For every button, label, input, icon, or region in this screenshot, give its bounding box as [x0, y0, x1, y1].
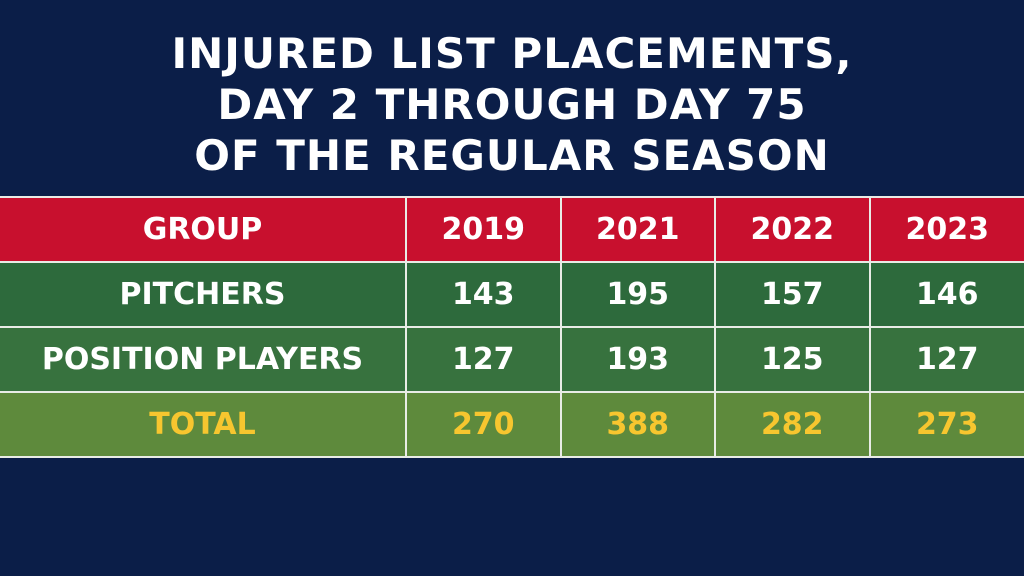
injured-list-table: GROUP 2019 2021 2022 2023 PITCHERS 143 1…: [0, 196, 1024, 458]
table-row-pitchers: PITCHERS 143 195 157 146: [0, 261, 1024, 328]
header-2022: 2022: [714, 196, 870, 263]
table-row-position-players: POSITION PLAYERS 127 193 125 127: [0, 326, 1024, 393]
title-line-2: DAY 2 THROUGH DAY 75: [217, 80, 807, 129]
cell-total-2023: 273: [868, 391, 1024, 458]
cell-position-2023: 127: [868, 326, 1024, 393]
cell-pitchers-2022: 157: [714, 261, 870, 328]
cell-position-2019: 127: [405, 326, 561, 393]
header-group: GROUP: [0, 196, 406, 263]
cell-position-2021: 193: [559, 326, 715, 393]
title-line-1: INJURED LIST PLACEMENTS,: [171, 29, 853, 78]
cell-pitchers-2023: 146: [868, 261, 1024, 328]
header-2023: 2023: [868, 196, 1024, 263]
cell-position-2022: 125: [714, 326, 870, 393]
cell-total-2021: 388: [559, 391, 715, 458]
row-label-position-players: POSITION PLAYERS: [0, 326, 406, 393]
cell-total-2019: 270: [405, 391, 561, 458]
header-2021: 2021: [559, 196, 715, 263]
cell-pitchers-2019: 143: [405, 261, 561, 328]
table-header-row: GROUP 2019 2021 2022 2023: [0, 196, 1024, 263]
table-row-total: TOTAL 270 388 282 273: [0, 391, 1024, 458]
row-label-total: TOTAL: [0, 391, 406, 458]
title-line-3: OF THE REGULAR SEASON: [194, 131, 830, 180]
row-label-pitchers: PITCHERS: [0, 261, 406, 328]
cell-pitchers-2021: 195: [559, 261, 715, 328]
chart-title: INJURED LIST PLACEMENTS, DAY 2 THROUGH D…: [0, 28, 1024, 181]
cell-total-2022: 282: [714, 391, 870, 458]
header-2019: 2019: [405, 196, 561, 263]
